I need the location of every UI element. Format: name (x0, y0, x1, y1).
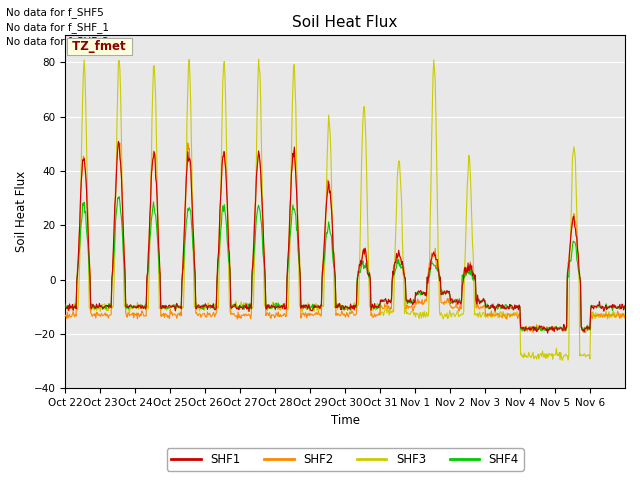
Text: No data for f_SHF_1: No data for f_SHF_1 (6, 22, 109, 33)
Title: Soil Heat Flux: Soil Heat Flux (292, 15, 398, 30)
Y-axis label: Soil Heat Flux: Soil Heat Flux (15, 171, 28, 252)
Text: TZ_fmet: TZ_fmet (68, 40, 130, 53)
Text: No data for f_SHF5: No data for f_SHF5 (6, 7, 104, 18)
Text: No data for f_SHF_2: No data for f_SHF_2 (6, 36, 109, 47)
X-axis label: Time: Time (331, 414, 360, 427)
Legend: SHF1, SHF2, SHF3, SHF4: SHF1, SHF2, SHF3, SHF4 (166, 448, 524, 471)
